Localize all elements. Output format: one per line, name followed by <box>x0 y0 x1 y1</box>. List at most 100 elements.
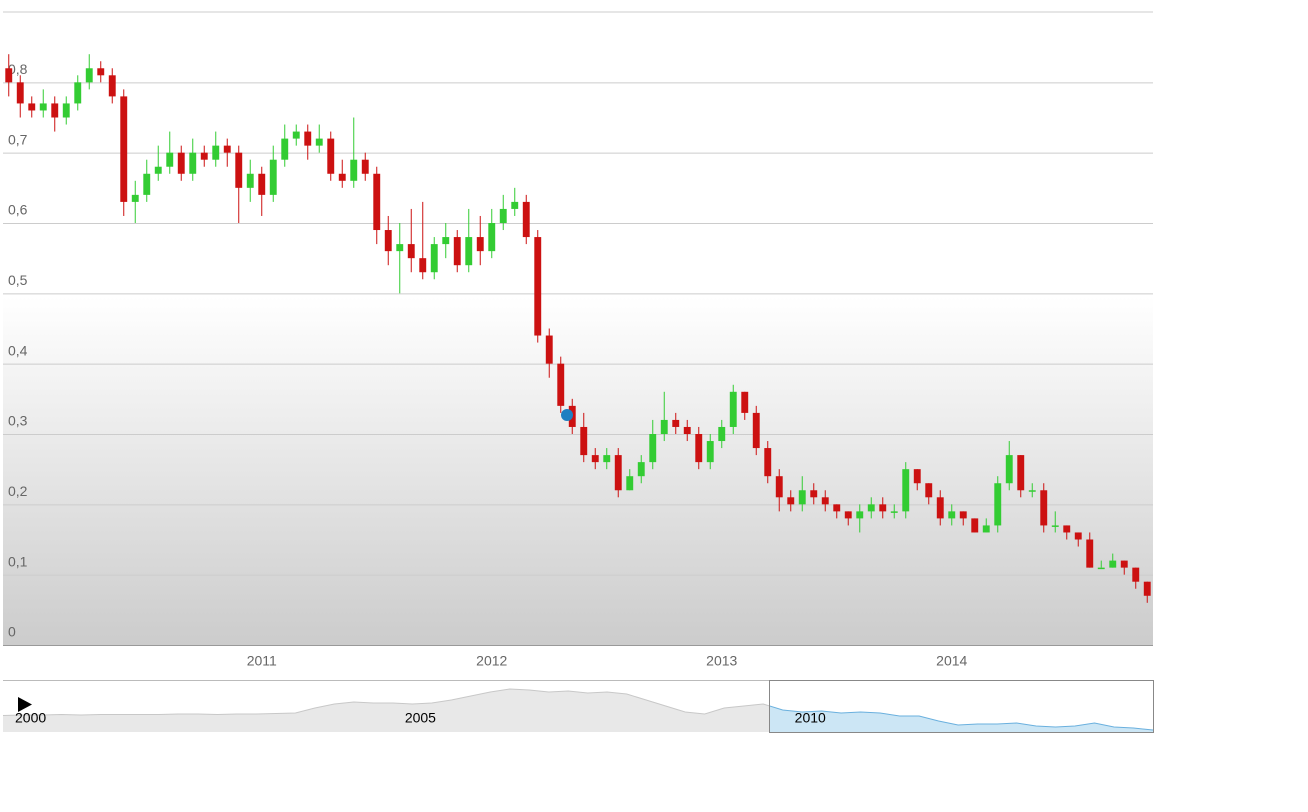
y-tick-label: 0,7 <box>8 131 28 147</box>
candle-body <box>683 426 691 434</box>
candle-body <box>1143 581 1151 596</box>
candle-body <box>1063 525 1071 533</box>
candle-body <box>1074 532 1082 540</box>
candle-body <box>177 152 185 174</box>
candle-body <box>1040 490 1048 526</box>
candle-body <box>545 335 553 364</box>
candle-body <box>419 258 427 273</box>
candle-body <box>1097 567 1105 570</box>
candle-body <box>637 462 645 477</box>
candle-body <box>695 434 703 463</box>
candle-body <box>982 525 990 533</box>
candle-body <box>51 103 59 118</box>
candle-body <box>373 173 381 231</box>
candle-body <box>867 504 875 512</box>
navigator-label: 2010 <box>795 710 826 726</box>
y-tick-label: 0,4 <box>8 342 28 358</box>
candle-body <box>821 497 829 505</box>
candle-body <box>143 173 151 195</box>
candle-body <box>108 75 116 97</box>
candle-body <box>85 68 93 83</box>
navigator-selected-line <box>769 705 1153 731</box>
candle-body <box>16 82 24 104</box>
candle-body <box>580 426 588 456</box>
candle-body <box>5 68 13 83</box>
candle-body <box>672 419 680 427</box>
candle-body <box>787 497 795 505</box>
y-tick-label: 0,3 <box>8 413 28 429</box>
candle-body <box>741 391 749 413</box>
candle-body <box>120 96 128 202</box>
candle-body <box>74 82 82 104</box>
candle-body <box>166 152 174 167</box>
y-tick-label: 0,8 <box>8 61 28 77</box>
play-button[interactable] <box>18 697 32 712</box>
candle-body <box>338 173 346 181</box>
navigator-area <box>3 689 769 732</box>
candle-body <box>718 426 726 442</box>
hover-marker <box>561 409 573 421</box>
candle-body <box>396 244 404 252</box>
candle-body <box>534 237 542 336</box>
navigator-selection[interactable] <box>769 680 1154 733</box>
candle-body <box>465 237 473 266</box>
candle-body <box>1132 567 1140 582</box>
candle-body <box>315 138 323 146</box>
candle-body <box>350 159 358 181</box>
candles <box>5 54 1151 603</box>
candle-body <box>1120 560 1128 568</box>
candle-body <box>430 244 438 273</box>
candle-body <box>476 237 484 252</box>
candle-body <box>660 419 668 434</box>
candle-body <box>603 455 611 463</box>
candle-body <box>557 363 565 406</box>
y-tick-label: 0,5 <box>8 272 28 288</box>
candle-body <box>223 145 231 153</box>
candle-body <box>212 145 220 160</box>
candle-body <box>62 103 70 118</box>
candle-body <box>948 511 956 519</box>
candle-body <box>879 504 887 512</box>
candle-body <box>327 138 335 174</box>
candle-body <box>810 490 818 498</box>
candle-body <box>729 391 737 427</box>
y-tick-label: 0,1 <box>8 553 28 569</box>
candle-body <box>971 518 979 533</box>
candle-body <box>936 497 944 519</box>
candle-body <box>614 455 622 491</box>
candle-body <box>511 201 519 209</box>
candle-body <box>649 434 657 463</box>
candle-body <box>246 173 254 188</box>
candle-body <box>154 166 162 174</box>
navigator[interactable]: 2000 2005 2010 <box>3 688 1153 732</box>
candle-body <box>959 511 967 519</box>
candle-body <box>304 131 312 146</box>
x-tick-label: 2012 <box>476 653 507 669</box>
candle-body <box>1086 539 1094 568</box>
navigator-label: 2005 <box>405 710 436 726</box>
candle-body <box>453 237 461 266</box>
candle-body <box>626 476 634 491</box>
plot-background <box>3 12 1153 645</box>
candle-body <box>752 412 760 449</box>
candle-body <box>1051 525 1059 527</box>
candle-body <box>269 159 277 195</box>
candle-body <box>131 194 139 202</box>
navigator-line <box>3 688 769 716</box>
candle-body <box>775 476 783 498</box>
candle-body <box>499 208 507 223</box>
candle-body <box>442 237 450 245</box>
candle-body <box>384 230 392 252</box>
candle-body <box>39 103 47 111</box>
x-tick-label: 2011 <box>247 653 277 669</box>
candle-body <box>281 138 289 160</box>
candle-body <box>1017 455 1025 491</box>
x-tick-label: 2013 <box>706 653 737 669</box>
candle-body <box>522 201 530 238</box>
candle-body <box>764 448 772 477</box>
candle-body <box>798 490 806 505</box>
candle-body <box>890 511 898 513</box>
candle-body <box>28 103 36 111</box>
candle-body <box>591 455 599 463</box>
